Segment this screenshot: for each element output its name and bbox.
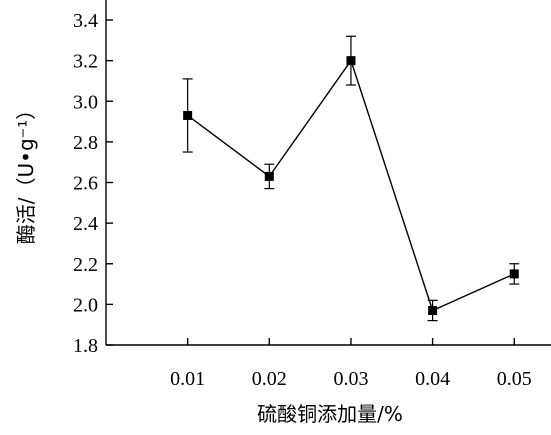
data-point-marker bbox=[264, 171, 274, 181]
series-line bbox=[187, 59, 515, 312]
plot-area: 1.8 2.0 2.2 2.4 2.6 2.8 3.0 3.2 3.4 0.01 0.02 0.03… bbox=[73, 0, 551, 390]
x-tick-label: 0.02 bbox=[252, 368, 287, 390]
y-tick-label: 2.6 bbox=[73, 173, 98, 195]
x-axis-title: 硫酸铜添加量/% bbox=[257, 402, 403, 426]
y-tick-label: 2.2 bbox=[73, 254, 98, 276]
x-tick-label: 0.05 bbox=[497, 368, 532, 390]
error-bars bbox=[182, 35, 520, 322]
markers bbox=[183, 56, 519, 315]
x-tick-label: 0.04 bbox=[415, 368, 450, 390]
x-tick-label: 0.03 bbox=[333, 368, 368, 390]
y-tick-label: 2.0 bbox=[73, 294, 98, 316]
data-point-marker bbox=[428, 305, 438, 315]
x-tick-label: 0.01 bbox=[170, 368, 205, 390]
y-tick-label: 3.2 bbox=[73, 51, 98, 73]
y-tick-label: 3.0 bbox=[73, 91, 98, 113]
y-tick-label: 1.8 bbox=[73, 335, 98, 357]
y-tick-label: 3.4 bbox=[73, 10, 98, 32]
data-point-marker bbox=[183, 110, 193, 120]
y-axis-title: 酶活/（U•g⁻¹） bbox=[14, 100, 38, 244]
y-tick-label: 2.4 bbox=[73, 213, 98, 235]
y-ticks: 1.8 2.0 2.2 2.4 2.6 2.8 3.0 3.2 3.4 bbox=[73, 10, 113, 357]
data-point-marker bbox=[346, 56, 356, 66]
data-point-marker bbox=[509, 269, 519, 279]
x-ticks: 0.01 0.02 0.03 0.04 0.05 bbox=[170, 338, 532, 390]
y-tick-label: 2.8 bbox=[73, 132, 98, 154]
